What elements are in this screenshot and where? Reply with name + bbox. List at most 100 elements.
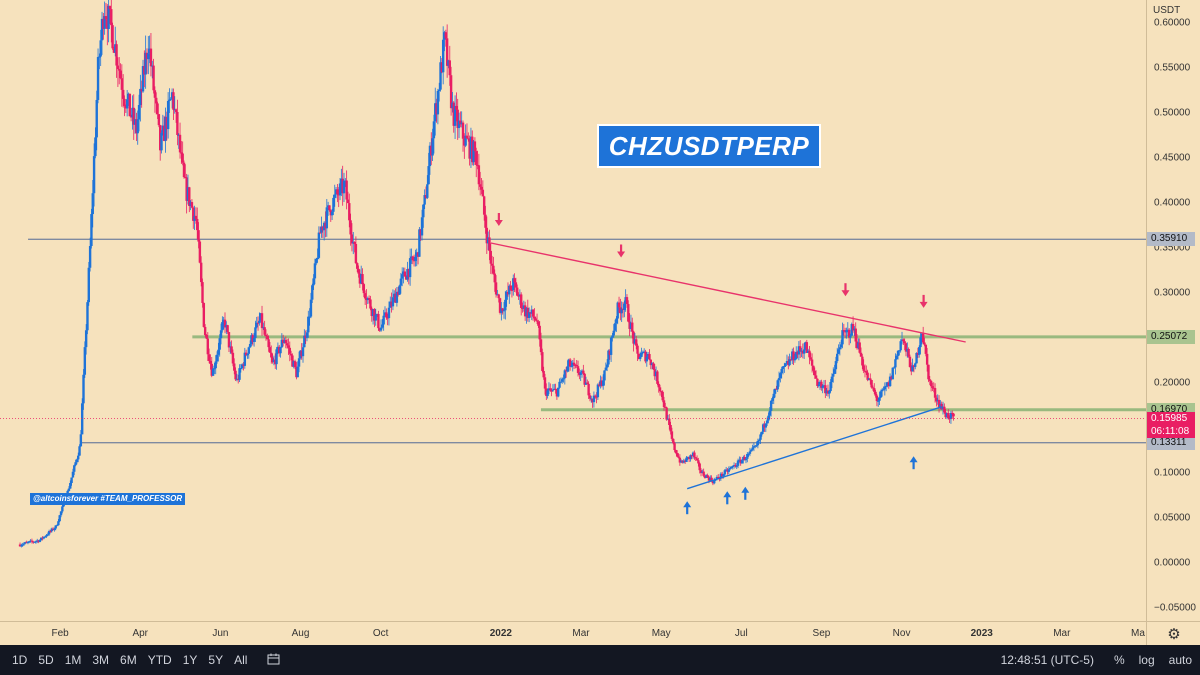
candle-body-99 xyxy=(149,48,153,67)
candle-body-562 xyxy=(761,424,765,432)
range-5y[interactable]: 5Y xyxy=(208,653,224,667)
candle-body-441 xyxy=(601,380,605,386)
candle-body-250 xyxy=(349,220,352,235)
candle-body-9 xyxy=(30,540,34,542)
candle-body-247 xyxy=(345,180,348,200)
x-tick-label: Sep xyxy=(812,628,831,639)
currency-label[interactable]: USDT xyxy=(1153,5,1181,16)
candle-body-614 xyxy=(830,376,834,382)
candle-body-452 xyxy=(616,302,619,319)
log-toggle[interactable]: log xyxy=(1138,653,1155,667)
candle-body-12 xyxy=(34,541,38,543)
candle-body-667 xyxy=(900,339,904,342)
candle-body-170 xyxy=(243,352,247,366)
candle-body-506 xyxy=(687,456,691,459)
candle-body-334 xyxy=(460,122,463,125)
range-6m[interactable]: 6M xyxy=(120,653,137,667)
candle-body-462 xyxy=(629,322,633,329)
range-1m[interactable]: 1M xyxy=(64,653,82,667)
candle-body-453 xyxy=(617,302,621,308)
candle-body-39 xyxy=(70,477,73,484)
up-arrow-icon-2 xyxy=(741,486,750,500)
candle-body-181 xyxy=(258,320,261,324)
candle-body-167 xyxy=(239,368,243,370)
candle-body-344 xyxy=(473,141,477,152)
gear-icon[interactable]: ⚙ xyxy=(1146,621,1200,646)
candle-body-695 xyxy=(937,399,941,408)
candle-body-180 xyxy=(256,322,260,324)
candle-body-624 xyxy=(843,331,847,333)
candle-body-619 xyxy=(837,349,840,354)
candle-body-183 xyxy=(260,313,264,329)
candle-body-5 xyxy=(25,542,28,544)
candle-body-416 xyxy=(568,359,572,367)
candle-body-126 xyxy=(185,177,188,201)
resistance-trendline xyxy=(490,242,966,343)
candle-body-98 xyxy=(148,48,151,54)
candle-body-592 xyxy=(801,350,805,354)
range-ytd[interactable]: YTD xyxy=(147,653,172,667)
candle-body-692 xyxy=(933,388,937,398)
clock[interactable]: 12:48:51 (UTC-5) xyxy=(1000,653,1094,667)
candle-body-356 xyxy=(489,250,492,264)
candle-body-112 xyxy=(166,100,170,130)
candle-body-499 xyxy=(678,457,682,463)
auto-toggle[interactable]: auto xyxy=(1168,653,1192,667)
candle-body-541 xyxy=(734,465,737,467)
range-all[interactable]: All xyxy=(234,653,248,667)
candle-body-296 xyxy=(410,256,413,259)
candle-body-637 xyxy=(861,356,864,366)
range-1y[interactable]: 1Y xyxy=(182,653,198,667)
candle-body-158 xyxy=(227,332,231,348)
candle-body-86 xyxy=(132,107,135,125)
percent-toggle[interactable]: % xyxy=(1113,653,1125,667)
candle-body-174 xyxy=(248,343,252,348)
candle-body-536 xyxy=(727,469,730,472)
candle-body-148 xyxy=(214,361,217,369)
candle-body-201 xyxy=(284,339,288,344)
x-tick-label: 2023 xyxy=(970,628,993,639)
candle-body-11 xyxy=(33,541,36,543)
candle-body-426 xyxy=(582,370,585,374)
candle-body-702 xyxy=(947,413,950,419)
range-3m[interactable]: 3M xyxy=(92,653,110,667)
candle-body-16 xyxy=(39,537,43,541)
price-axis[interactable] xyxy=(1146,0,1200,621)
candle-body-246 xyxy=(344,180,347,182)
candle-body-517 xyxy=(702,471,705,476)
candle-body-317 xyxy=(438,89,441,92)
calendar-range-icon[interactable] xyxy=(267,653,280,668)
range-5d[interactable]: 5D xyxy=(38,653,54,667)
candle-body-203 xyxy=(287,345,290,348)
candle-body-439 xyxy=(599,380,602,386)
candle-body-8 xyxy=(29,540,32,542)
candle-body-373 xyxy=(512,278,515,291)
price-chart[interactable] xyxy=(0,0,1146,621)
chart-area[interactable]: CHZUSDTPERP @altcoinsforever #TEAM_PROFE… xyxy=(0,0,1146,621)
candle-body-357 xyxy=(490,263,494,266)
candle-body-223 xyxy=(313,263,317,279)
candle-body-559 xyxy=(758,439,761,441)
candle-body-374 xyxy=(513,278,516,283)
candle-body-542 xyxy=(735,465,738,467)
range-1d[interactable]: 1D xyxy=(12,653,28,667)
time-axis[interactable] xyxy=(0,621,1146,646)
candle-body-683 xyxy=(921,333,925,343)
candle-body-409 xyxy=(559,381,563,383)
candle-body-227 xyxy=(318,232,322,234)
candle-body-159 xyxy=(229,346,232,348)
candle-body-551 xyxy=(747,453,750,455)
x-tick-label: Apr xyxy=(132,628,149,639)
candle-body-254 xyxy=(354,243,358,264)
down-arrow-icon-0 xyxy=(494,213,503,226)
candle-body-106 xyxy=(158,125,162,151)
candle-body-628 xyxy=(849,335,852,338)
candle-body-598 xyxy=(809,357,812,360)
candle-body-290 xyxy=(402,271,405,275)
candle-body-668 xyxy=(902,339,905,342)
candle-body-678 xyxy=(915,352,918,364)
candle-body-657 xyxy=(887,382,890,387)
candle-body-599 xyxy=(810,359,814,366)
x-tick-label: Oct xyxy=(372,628,389,639)
candle-body-408 xyxy=(558,381,561,388)
